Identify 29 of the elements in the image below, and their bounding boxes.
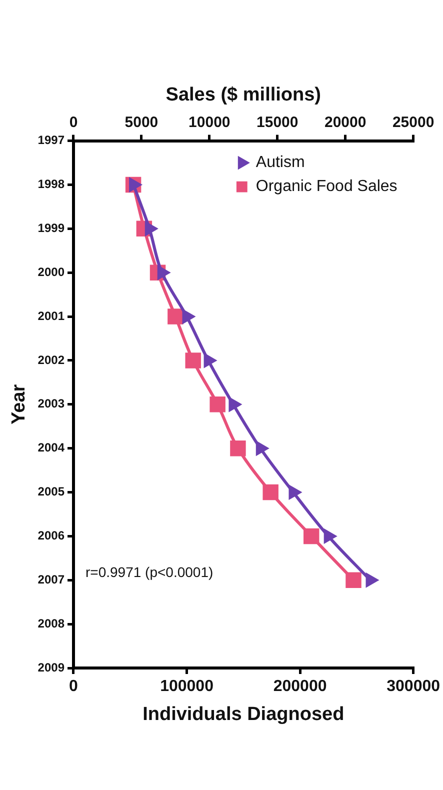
y-tick-label: 2005 <box>38 484 65 499</box>
y-tick-label: 2002 <box>38 352 65 367</box>
x-tick-label: 300000 <box>386 678 440 696</box>
x2-tick-label: 5000 <box>124 114 158 131</box>
legend-label: Autism <box>256 154 305 172</box>
y-tick-label: 1997 <box>38 133 65 148</box>
x-tick-label: 200000 <box>273 678 327 696</box>
y-tick-label: 2008 <box>38 616 65 630</box>
x2-tick-label: 0 <box>69 114 78 131</box>
y-tick-label: 1998 <box>38 177 65 192</box>
y-axis-title: Year <box>8 384 30 424</box>
x-tick-label: 100000 <box>160 678 214 696</box>
y-tick-label: 2004 <box>38 440 65 455</box>
y-tick-label: 2003 <box>38 396 65 411</box>
x-tick-label: 0 <box>69 678 78 696</box>
y-tick-label: 2006 <box>38 528 65 543</box>
annotation: r=0.9971 (p<0.0001) <box>85 564 214 580</box>
x2-tick-label: 10000 <box>188 114 230 131</box>
x2-tick-label: 25000 <box>392 114 434 131</box>
y-tick-label: 2000 <box>38 264 65 279</box>
y-tick-label: 2007 <box>38 572 65 586</box>
legend-label: Organic Food Sales <box>256 178 398 196</box>
x2-tick-label: 15000 <box>256 114 298 131</box>
y-tick-label: 1999 <box>38 220 65 235</box>
x-axis-title: Individuals Diagnosed <box>142 704 344 725</box>
y-tick-label: 2009 <box>38 660 65 674</box>
y-tick-label: 2001 <box>38 308 65 323</box>
x2-axis-title: Sales ($ millions) <box>166 84 322 106</box>
x2-tick-label: 20000 <box>324 114 366 131</box>
